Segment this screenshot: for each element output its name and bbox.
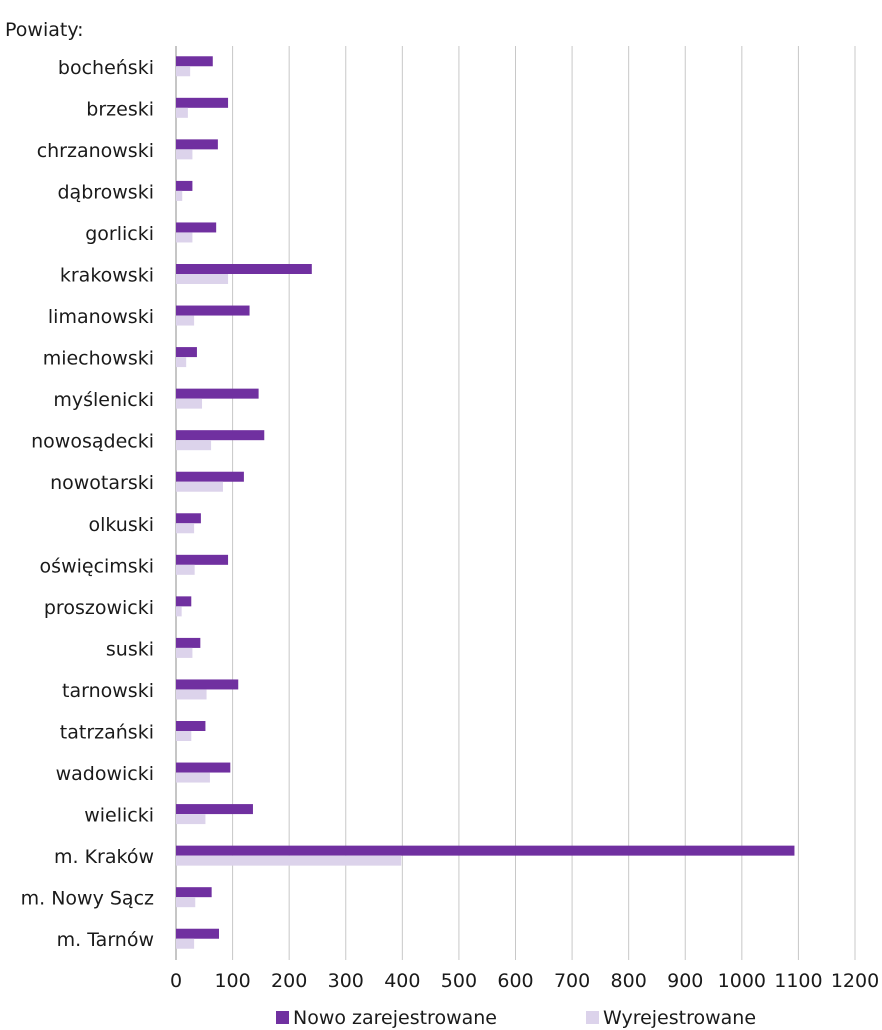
category-label: m. Tarnów	[57, 929, 154, 951]
legend: Nowo zarejestrowane Wyrejestrowane	[276, 1007, 756, 1029]
bar-new	[176, 347, 197, 358]
x-tick-label: 1100	[774, 970, 822, 992]
category-label: tarnowski	[62, 680, 154, 702]
bar-removed	[176, 731, 192, 741]
bar-new	[176, 513, 201, 524]
bar-removed	[176, 66, 191, 77]
x-tick-label: 600	[497, 970, 533, 992]
bar-removed	[176, 440, 212, 451]
x-tick-label: 700	[554, 970, 590, 992]
bar-removed	[176, 564, 195, 575]
x-tick-label: 100	[214, 970, 250, 992]
bar-new	[176, 139, 218, 150]
x-tick-label: 800	[611, 970, 647, 992]
bar-removed	[176, 855, 402, 866]
category-label: krakowski	[60, 265, 154, 287]
x-tick-label: 0	[170, 970, 182, 992]
bar-removed	[176, 315, 195, 326]
bar-new	[176, 845, 795, 856]
category-label: olkuski	[88, 514, 154, 536]
bar-new	[176, 222, 217, 233]
bar-removed	[176, 357, 187, 368]
legend-swatch-new	[276, 1011, 289, 1024]
category-label: m. Kraków	[54, 846, 154, 868]
x-tick-label: 900	[667, 970, 703, 992]
category-label: brzeski	[86, 98, 154, 120]
bar-removed	[176, 481, 223, 492]
x-tick-label: 200	[271, 970, 307, 992]
category-label: tatrzański	[60, 722, 154, 744]
category-label: bocheński	[58, 57, 154, 79]
bar-removed	[176, 523, 195, 534]
bar-removed	[176, 647, 193, 658]
category-label: m. Nowy Sącz	[21, 888, 154, 910]
bars	[176, 56, 795, 949]
category-label: limanowski	[48, 306, 154, 328]
category-label: oświęcimski	[40, 555, 154, 577]
bar-removed	[176, 814, 206, 825]
x-tick-label: 1000	[718, 970, 766, 992]
bar-new	[176, 721, 206, 731]
category-label: wielicki	[84, 805, 154, 827]
gridlines	[175, 46, 856, 960]
bar-new	[176, 637, 201, 648]
legend-label-new: Nowo zarejestrowane	[293, 1007, 497, 1029]
category-label: gorlicki	[85, 223, 154, 245]
legend-swatch-removed	[586, 1011, 599, 1024]
bar-new	[176, 388, 259, 399]
bar-removed	[176, 149, 193, 160]
bar-new	[176, 762, 231, 773]
bar-removed	[176, 689, 207, 700]
bar-removed	[176, 107, 188, 118]
bar-new	[176, 554, 229, 565]
bar-removed	[176, 772, 210, 783]
category-label: suski	[106, 638, 154, 660]
legend-label-removed: Wyrejestrowane	[603, 1007, 756, 1029]
category-label: nowotarski	[50, 472, 154, 494]
category-label: wadowicki	[56, 763, 154, 785]
bar-new	[176, 180, 193, 191]
category-label: nowosądecki	[31, 431, 154, 453]
bar-new	[176, 97, 229, 108]
bar-new	[176, 430, 265, 441]
bar-removed	[176, 190, 183, 201]
x-tick-labels: 0 100 200 300 400 500 600 700 800 900 1000 1100 1200	[170, 970, 879, 992]
bar-removed	[176, 232, 193, 243]
category-label: miechowski	[43, 348, 154, 370]
bar-new	[176, 596, 192, 607]
category-label: dąbrowski	[57, 181, 154, 203]
bar-new	[176, 887, 212, 898]
bar-removed	[176, 398, 203, 409]
x-tick-label: 500	[441, 970, 477, 992]
bar-new	[176, 264, 312, 274]
bar-removed	[176, 938, 195, 949]
bar-removed	[176, 897, 196, 908]
bar-new	[176, 804, 253, 815]
bar-removed	[176, 606, 182, 617]
bar-new	[176, 56, 213, 67]
x-tick-label: 1200	[831, 970, 879, 992]
bar-new	[176, 305, 250, 316]
bar-removed	[176, 274, 229, 284]
bar-new	[176, 928, 220, 939]
chart-heading: Powiaty:	[5, 19, 84, 41]
category-label: chrzanowski	[37, 140, 154, 162]
category-label: proszowicki	[44, 597, 154, 619]
bar-new	[176, 471, 244, 482]
x-tick-label: 400	[384, 970, 420, 992]
x-tick-label: 300	[328, 970, 364, 992]
category-labels: bocheński brzeski chrzanowski dąbrowski gorl…	[21, 57, 154, 951]
category-label: myślenicki	[53, 389, 154, 411]
bar-new	[176, 679, 239, 690]
